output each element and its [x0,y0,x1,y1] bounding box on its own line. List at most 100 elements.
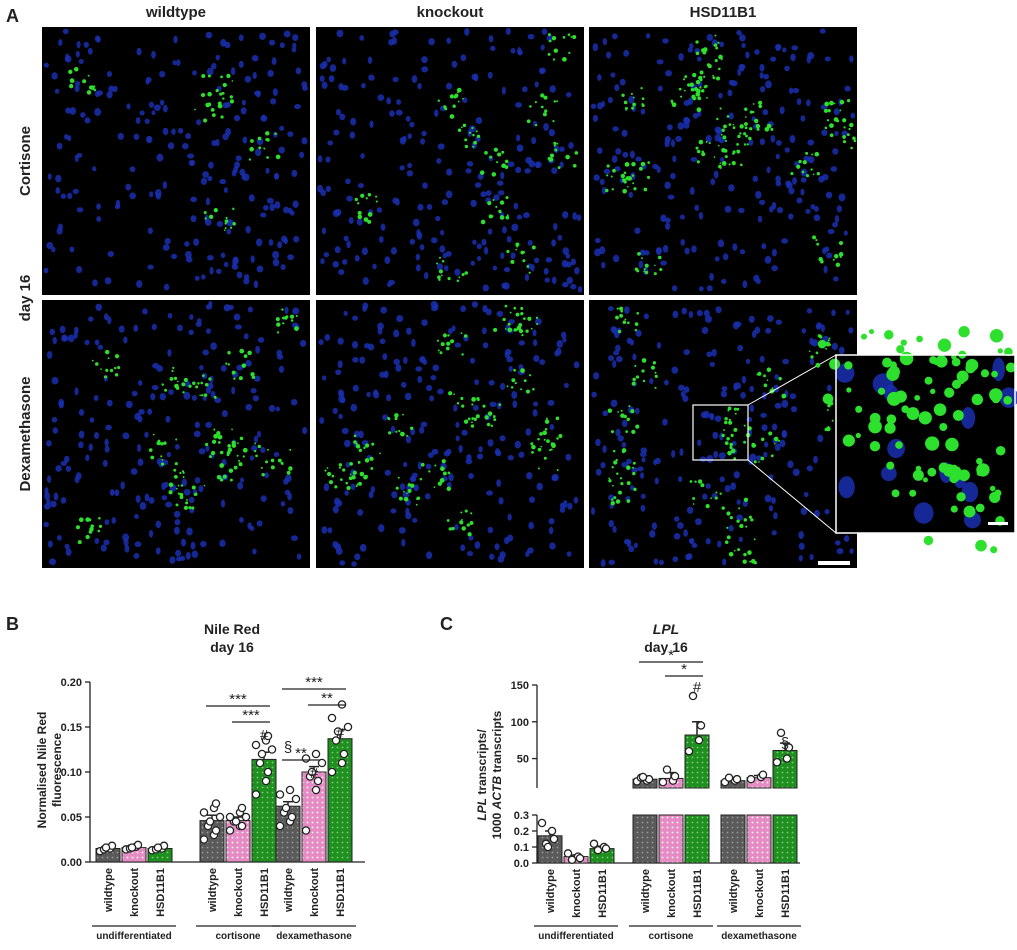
nucleus [542,28,548,34]
lipid-droplet [346,486,350,490]
nucleus [474,379,479,385]
lipid-droplet [500,215,505,220]
nucleus [65,544,70,549]
nucleus [714,134,720,142]
lipid-droplet [924,536,934,546]
nucleus [665,70,672,76]
nucleus [535,81,539,87]
nucleus [423,359,427,365]
lipid-droplet [529,272,531,274]
lipid-droplet [953,410,964,421]
nucleus [763,74,769,80]
nucleus [737,499,741,504]
lipid-droplet [651,366,655,370]
lipid-droplet [340,478,343,481]
x-tick-label: HSD11B1 [335,868,347,917]
nucleus [232,257,239,265]
nucleus [137,444,141,452]
nucleus [186,528,193,536]
lipid-droplet [632,467,634,469]
nucleus [671,139,675,147]
lipid-droplet [428,470,430,472]
nucleus [539,359,545,365]
nucleus [126,401,133,408]
nucleus [57,143,63,150]
nucleus [769,206,773,213]
lipid-droplet [632,103,636,107]
nucleus [111,517,116,524]
nucleus [474,74,479,82]
nucleus [165,502,172,508]
nucleus [782,359,789,365]
lipid-droplet [715,491,717,493]
lipid-droplet [437,275,441,279]
nucleus [357,218,363,225]
lipid-droplet [624,101,628,105]
nucleus [508,455,514,460]
nucleus [716,128,722,135]
lipid-droplet [513,328,517,332]
nucleus [517,144,524,151]
nucleus [692,543,698,548]
lipid-droplet [734,408,737,411]
nucleus [597,147,603,154]
y-tick-label: 0.00 [61,857,82,869]
nucleus [776,154,780,159]
nucleus [709,273,714,281]
nucleus [683,529,688,537]
lipid-droplet [233,378,235,380]
nucleus [517,47,521,55]
nucleus [746,359,750,364]
lipid-droplet [356,443,358,445]
lipid-droplet [697,150,701,154]
nucleus [680,239,684,246]
nucleus [528,34,535,40]
bar [302,772,326,862]
data-point [238,804,245,811]
lipid-droplet [267,449,269,451]
y-axis-label-part: 1000 [490,809,504,839]
nucleus [535,162,539,168]
lipid-droplet [624,172,627,175]
lipid-droplet [901,339,907,345]
nucleus [344,311,348,316]
lipid-droplet [641,162,645,166]
lipid-droplet [626,465,631,470]
lipid-droplet [532,388,535,391]
lipid-droplet [621,94,624,97]
lipid-droplet [772,387,774,389]
lipid-droplet [643,380,645,382]
nucleus [146,136,152,143]
nucleus [665,223,670,230]
lipid-droplet [729,123,732,126]
lipid-droplet [959,379,964,384]
lipid-droplet [505,165,509,169]
lipid-droplet [715,497,718,500]
nucleus [59,402,64,409]
nucleus [184,241,189,247]
lipid-droplet [471,421,473,423]
nucleus [508,514,512,521]
nucleus [200,541,206,547]
lipid-droplet [622,189,627,194]
lipid-droplet [490,215,493,218]
nucleus [831,166,838,172]
lipid-droplet [718,68,721,71]
lipid-droplet [616,472,618,474]
lipid-droplet [219,463,224,468]
lipid-droplet [827,409,829,411]
nucleus [267,70,274,77]
lipid-droplet [516,246,518,248]
lipid-droplet [659,268,662,271]
data-point [226,813,233,820]
nucleus [559,146,565,152]
nucleus [63,29,69,35]
nucleus [103,460,108,467]
significance-label: # [260,727,269,744]
nucleus [84,117,90,123]
lipid-droplet [505,216,509,220]
nucleus [336,30,343,38]
nucleus [76,266,82,273]
nucleus [790,393,797,399]
lipid-droplet [527,119,531,123]
